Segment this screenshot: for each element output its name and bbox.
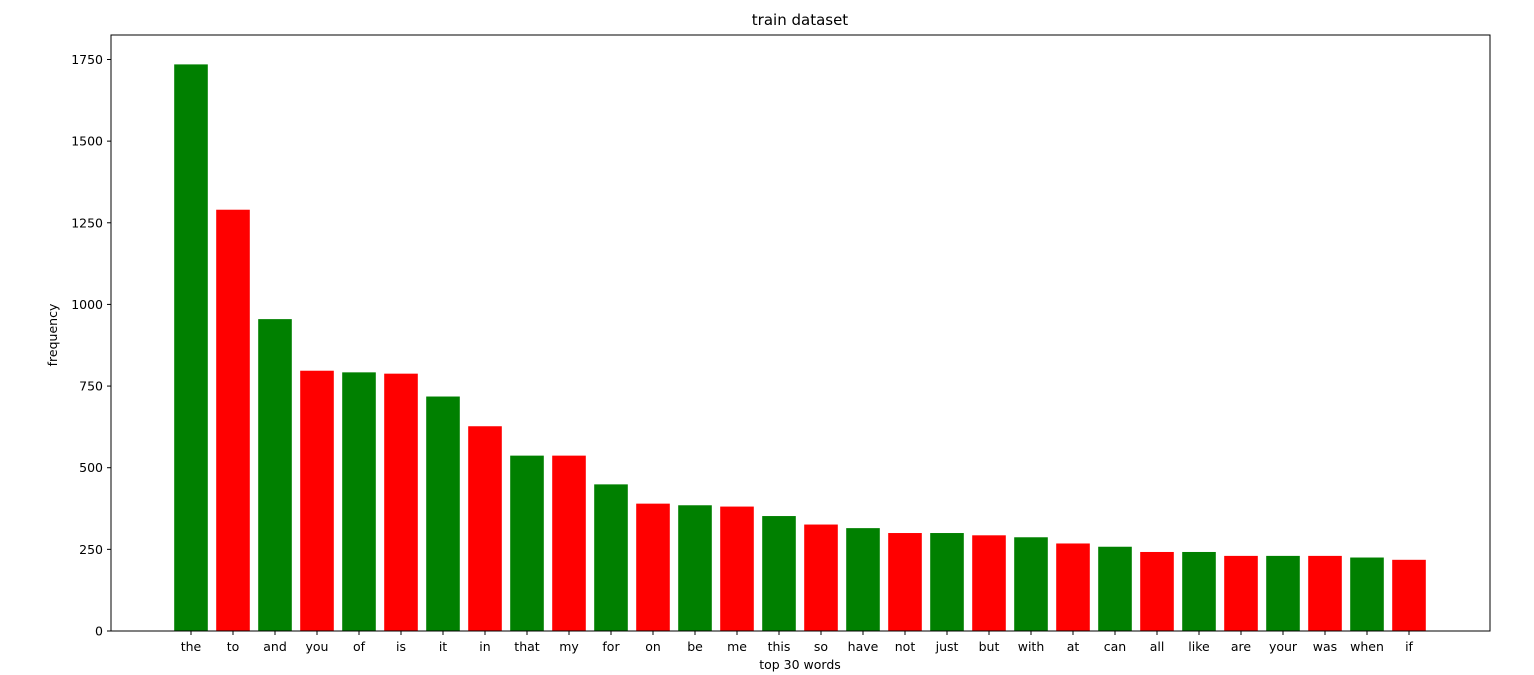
x-tick-label-all: all <box>1150 639 1165 654</box>
x-tick-label-not: not <box>895 639 916 654</box>
x-tick-label-and: and <box>263 639 287 654</box>
bar-if <box>1392 559 1426 631</box>
x-tick-label-for: for <box>602 639 620 654</box>
bar-at <box>1056 543 1090 631</box>
bar-with <box>1014 537 1048 631</box>
bar-of <box>342 372 376 631</box>
bar-your <box>1266 555 1300 631</box>
x-tick-label-when: when <box>1350 639 1384 654</box>
bar-can <box>1098 546 1132 631</box>
x-tick-label-was: was <box>1313 639 1337 654</box>
bar-this <box>762 516 796 631</box>
bar-in <box>468 426 502 631</box>
y-tick-label-1250: 1250 <box>71 215 103 230</box>
x-tick-label-be: be <box>687 639 703 654</box>
x-tick-label-of: of <box>353 639 366 654</box>
y-tick-label-750: 750 <box>79 379 103 394</box>
bar-that <box>510 455 544 631</box>
bar-for <box>594 484 628 631</box>
x-axis-label: top 30 words <box>759 657 841 672</box>
bar-you <box>300 370 334 631</box>
bar-when <box>1350 557 1384 631</box>
x-tick-label-your: your <box>1269 639 1298 654</box>
bar-are <box>1224 555 1258 631</box>
x-tick-label-in: in <box>479 639 490 654</box>
bar-not <box>888 533 922 631</box>
x-tick-label-so: so <box>814 639 828 654</box>
x-tick-label-to: to <box>227 639 240 654</box>
bar-to <box>216 209 250 631</box>
x-tick-label-if: if <box>1405 639 1413 654</box>
bar-like <box>1182 551 1216 631</box>
x-tick-label-my: my <box>559 639 579 654</box>
x-tick-label-me: me <box>727 639 747 654</box>
x-tick-label-with: with <box>1018 639 1045 654</box>
bar-so <box>804 524 838 631</box>
y-tick-label-1750: 1750 <box>71 52 103 67</box>
y-tick-label-1500: 1500 <box>71 134 103 149</box>
bar-but <box>972 535 1006 631</box>
bars-layer <box>174 64 1426 631</box>
chart-title: train dataset <box>752 11 849 29</box>
x-tick-label-on: on <box>645 639 661 654</box>
bar-it <box>426 396 460 631</box>
x-tick-label-have: have <box>848 639 879 654</box>
x-tick-label-it: it <box>439 639 447 654</box>
y-axis-label: frequency <box>45 303 60 366</box>
x-tick-label-just: just <box>935 639 959 654</box>
x-tick-label-that: that <box>514 639 539 654</box>
x-tick-label-but: but <box>979 639 1000 654</box>
bar-just <box>930 533 964 631</box>
x-tick-label-this: this <box>768 639 791 654</box>
bar-my <box>552 455 586 631</box>
x-tick-label-is: is <box>396 639 406 654</box>
bar-the <box>174 64 208 631</box>
y-tick-label-500: 500 <box>79 460 103 475</box>
y-ticks-layer: 0 250 500 750 1000 1250 1500 1750 <box>71 52 111 639</box>
x-tick-label-at: at <box>1067 639 1080 654</box>
x-tick-label-like: like <box>1188 639 1210 654</box>
y-tick-label-250: 250 <box>79 542 103 557</box>
bar-all <box>1140 551 1174 631</box>
x-tick-label-can: can <box>1104 639 1126 654</box>
y-tick-label-1000: 1000 <box>71 297 103 312</box>
bar-be <box>678 505 712 631</box>
bar-was <box>1308 555 1342 631</box>
bar-me <box>720 506 754 631</box>
x-tick-label-are: are <box>1231 639 1252 654</box>
bar-and <box>258 319 292 631</box>
x-tick-label-the: the <box>181 639 202 654</box>
x-tick-label-you: you <box>306 639 329 654</box>
bar-on <box>636 503 670 631</box>
bar-is <box>384 373 418 631</box>
x-ticks-layer: the to and you of is it in that my for on be me this so… <box>181 631 1414 654</box>
bar-have <box>846 528 880 631</box>
plot-area-frame <box>110 34 1491 632</box>
y-tick-label-0: 0 <box>95 624 103 639</box>
